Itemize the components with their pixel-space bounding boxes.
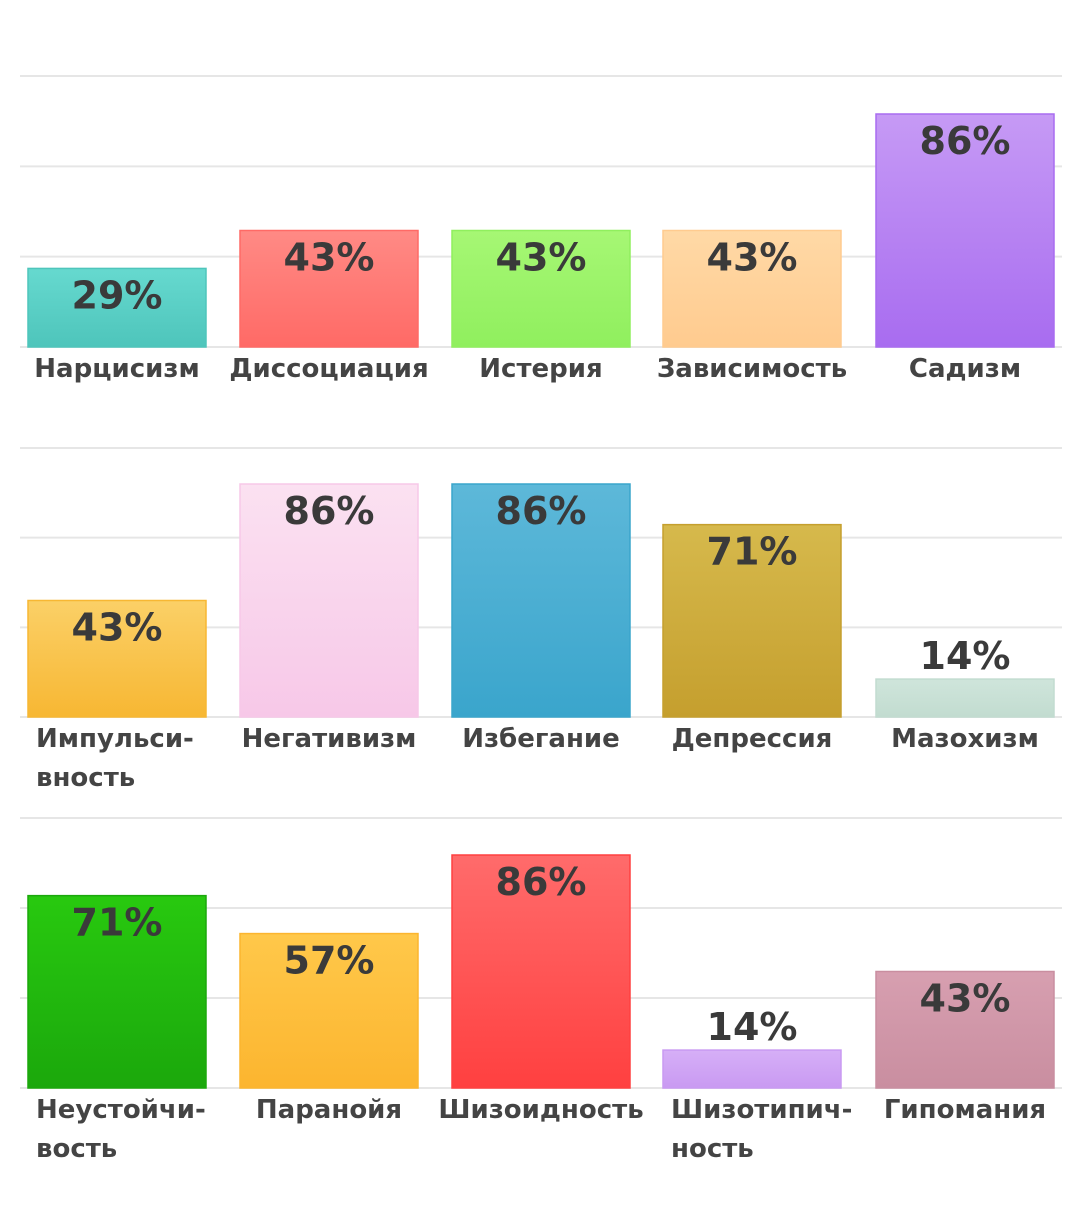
- category-label-line: Шизотипич-: [671, 1095, 852, 1125]
- data-label: 43%: [72, 606, 163, 650]
- category-label: Депрессия: [672, 724, 833, 754]
- data-label: 86%: [496, 860, 587, 904]
- bar[interactable]: [875, 678, 1055, 718]
- category-label: Нарцисизм: [34, 354, 199, 384]
- category-label-line: Избегание: [462, 724, 620, 754]
- category-label-line: Садизм: [909, 354, 1021, 384]
- category-label-line: вность: [36, 763, 135, 793]
- category-label: Садизм: [909, 354, 1021, 384]
- bar[interactable]: [27, 599, 207, 718]
- data-label: 86%: [284, 489, 375, 533]
- bar[interactable]: [875, 970, 1055, 1089]
- category-label-line: Депрессия: [672, 724, 833, 754]
- data-label: 14%: [707, 1005, 798, 1049]
- bar[interactable]: [27, 894, 207, 1089]
- bar[interactable]: [662, 229, 842, 348]
- chart-panel-1: 29% Нарцисизм 43% Диссоциация 43% Истерия 43% З…: [20, 75, 1062, 384]
- bar[interactable]: [451, 483, 631, 718]
- category-label: Неустойчи-вость: [36, 1095, 206, 1164]
- category-label-line: Гипомания: [884, 1095, 1046, 1125]
- bar[interactable]: [451, 229, 631, 348]
- data-label: 29%: [72, 273, 163, 317]
- bar[interactable]: [875, 113, 1055, 348]
- category-label-line: Импульси-: [36, 724, 194, 754]
- category-label: Зависимость: [657, 354, 847, 384]
- category-label-line: Нарцисизм: [34, 354, 199, 384]
- category-label-line: Неустойчи-: [36, 1095, 206, 1125]
- data-label: 71%: [707, 530, 798, 574]
- category-label: Шизоидность: [438, 1095, 643, 1125]
- bar[interactable]: [239, 932, 419, 1089]
- category-label: Диссоциация: [229, 354, 428, 384]
- category-label-line: Паранойя: [256, 1095, 402, 1125]
- bar[interactable]: [27, 267, 207, 348]
- category-label: Негативизм: [242, 724, 417, 754]
- data-label: 57%: [284, 939, 375, 983]
- category-label: Импульси-вность: [36, 724, 194, 793]
- category-label: Шизотипич-ность: [671, 1095, 852, 1164]
- category-label-line: Негативизм: [242, 724, 417, 754]
- bar[interactable]: [662, 1049, 842, 1089]
- category-label: Паранойя: [256, 1095, 402, 1125]
- data-label: 43%: [496, 236, 587, 280]
- category-label: Истерия: [479, 354, 602, 384]
- data-label: 43%: [707, 236, 798, 280]
- category-label-line: Шизоидность: [438, 1095, 643, 1125]
- bar[interactable]: [239, 483, 419, 718]
- category-label-line: Зависимость: [657, 354, 847, 384]
- category-label-line: вость: [36, 1134, 117, 1164]
- category-label-line: ность: [671, 1134, 754, 1164]
- category-label: Избегание: [462, 724, 620, 754]
- data-label: 86%: [920, 119, 1011, 163]
- bar[interactable]: [239, 229, 419, 348]
- data-label: 43%: [920, 977, 1011, 1021]
- data-label: 86%: [496, 489, 587, 533]
- category-label-line: Мазохизм: [891, 724, 1039, 754]
- bar[interactable]: [662, 523, 842, 718]
- category-label-line: Диссоциация: [229, 354, 428, 384]
- chart-panel-2: 43% Импульси-вность 86% Негативизм 86% Избега…: [20, 447, 1062, 793]
- bar[interactable]: [451, 854, 631, 1089]
- category-label-line: Истерия: [479, 354, 602, 384]
- chart-panel-3: 71% Неустойчи-вость 57% Паранойя 86% Шизоидно…: [20, 817, 1062, 1164]
- data-label: 43%: [284, 236, 375, 280]
- category-label: Мазохизм: [891, 724, 1039, 754]
- category-label: Гипомания: [884, 1095, 1046, 1125]
- data-label: 14%: [920, 634, 1011, 678]
- data-label: 71%: [72, 901, 163, 945]
